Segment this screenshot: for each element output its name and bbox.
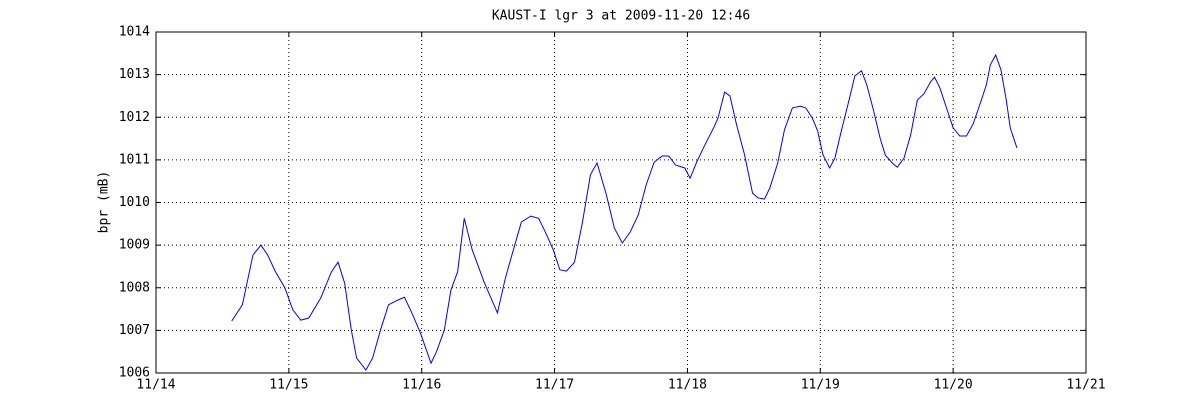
x-tick-label: 11/14 <box>136 378 175 393</box>
y-axis-label: bpr (mB) <box>97 171 112 234</box>
data-line <box>231 53 1018 371</box>
x-tick-label: 11/21 <box>1066 378 1105 393</box>
x-tick-label: 11/16 <box>402 378 441 393</box>
x-tick-label: 11/15 <box>269 378 308 393</box>
y-tick-label: 1009 <box>119 238 150 253</box>
x-tick-label: 11/20 <box>934 378 973 393</box>
y-tick-label: 1012 <box>119 110 150 125</box>
plot-frame <box>155 31 1087 374</box>
x-tick-label: 11/17 <box>535 378 574 393</box>
x-tick-label: 11/19 <box>801 378 840 393</box>
y-tick-label: 1014 <box>119 25 150 40</box>
y-tick-label: 1007 <box>119 323 150 338</box>
y-tick-label: 1013 <box>119 67 150 82</box>
y-tick-label: 1010 <box>119 195 150 210</box>
y-tick-label: 1006 <box>119 366 150 381</box>
y-tick-label: 1008 <box>119 280 150 295</box>
chart-title: KAUST-I lgr 3 at 2009-11-20 12:46 <box>492 9 750 24</box>
y-tick-label: 1011 <box>119 152 150 167</box>
x-tick-label: 11/18 <box>668 378 707 393</box>
